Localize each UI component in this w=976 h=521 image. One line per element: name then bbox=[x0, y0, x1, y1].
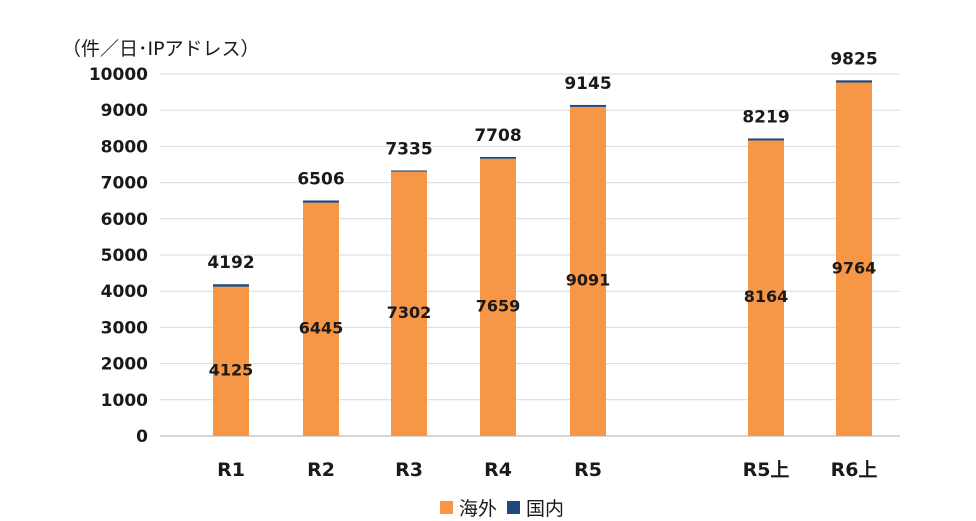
bar-overseas-R6上 bbox=[836, 82, 872, 436]
data-label-overseas: 8164 bbox=[744, 287, 789, 306]
legend-label-overseas: 海外 bbox=[459, 498, 498, 520]
x-tick-label: R2 bbox=[307, 459, 335, 481]
y-tick-label: 1000 bbox=[101, 391, 148, 411]
bar-domestic-R1 bbox=[213, 284, 249, 287]
legend-label-domestic: 国内 bbox=[526, 498, 565, 520]
y-tick-label: 4000 bbox=[101, 282, 148, 302]
bar-domestic-R3 bbox=[391, 170, 427, 172]
y-tick-label: 7000 bbox=[101, 174, 148, 194]
data-label-overseas: 7302 bbox=[387, 303, 432, 322]
bar-domestic-R5 bbox=[570, 104, 606, 107]
y-tick-label: 2000 bbox=[101, 355, 148, 375]
bar-overseas-R5上 bbox=[748, 140, 784, 436]
y-tick-label: 8000 bbox=[101, 137, 148, 157]
y-tick-label: 3000 bbox=[101, 318, 148, 338]
data-label-total: 7708 bbox=[474, 126, 521, 146]
bar-overseas-R4 bbox=[480, 158, 516, 436]
y-tick-label: 6000 bbox=[101, 210, 148, 230]
data-label-overseas: 7659 bbox=[476, 296, 521, 315]
x-tick-label: R6上 bbox=[831, 459, 878, 481]
legend-swatch-domestic bbox=[507, 501, 521, 514]
bar-domestic-R6上 bbox=[836, 80, 872, 83]
x-tick-label: R4 bbox=[484, 459, 512, 481]
data-label-overseas: 6445 bbox=[299, 318, 344, 337]
data-label-total: 9825 bbox=[830, 49, 877, 69]
x-tick-label: R5上 bbox=[743, 459, 790, 481]
legend-item-overseas: 海外 bbox=[440, 494, 497, 521]
bar-overseas-R2 bbox=[303, 202, 339, 436]
data-label-total: 4192 bbox=[207, 253, 254, 273]
data-label-overseas: 9764 bbox=[832, 258, 877, 277]
bar-overseas-R5 bbox=[570, 106, 606, 437]
bar-domestic-R4 bbox=[480, 156, 516, 159]
legend-item-domestic: 国内 bbox=[507, 494, 564, 521]
y-tick-label: 10000 bbox=[89, 65, 148, 85]
data-label-total: 7335 bbox=[385, 139, 432, 159]
x-tick-label: R1 bbox=[217, 459, 245, 481]
y-tick-label: 5000 bbox=[101, 246, 148, 266]
data-label-total: 6506 bbox=[297, 169, 344, 189]
y-tick-label: 9000 bbox=[101, 101, 148, 121]
legend: 海外 国内 bbox=[440, 494, 564, 521]
x-tick-label: R5 bbox=[574, 459, 602, 481]
bar-overseas-R3 bbox=[391, 171, 427, 436]
y-tick-label: 0 bbox=[136, 427, 148, 447]
data-label-total: 9145 bbox=[564, 74, 611, 94]
y-unit-label: （件／日･IPアドレス） bbox=[62, 38, 260, 60]
legend-swatch-overseas bbox=[440, 501, 453, 514]
bar-domestic-R2 bbox=[303, 200, 339, 203]
data-label-overseas: 9091 bbox=[566, 270, 611, 289]
data-label-overseas: 4125 bbox=[209, 360, 254, 379]
bar-domestic-R5上 bbox=[748, 138, 784, 141]
x-tick-label: R3 bbox=[395, 459, 423, 481]
data-label-total: 8219 bbox=[742, 107, 789, 127]
bar-overseas-R1 bbox=[213, 286, 249, 436]
